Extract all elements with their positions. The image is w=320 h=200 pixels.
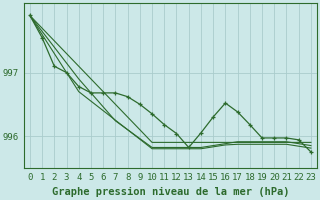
X-axis label: Graphe pression niveau de la mer (hPa): Graphe pression niveau de la mer (hPa) — [52, 187, 289, 197]
